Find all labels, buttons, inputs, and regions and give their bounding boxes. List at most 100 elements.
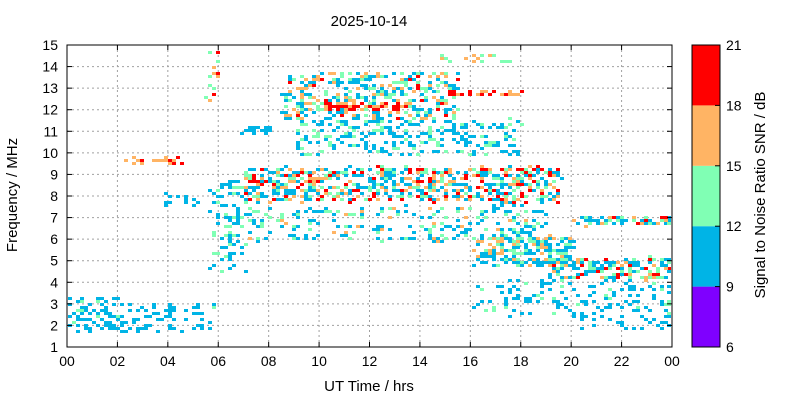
data-point <box>300 183 304 186</box>
data-point <box>420 180 424 183</box>
data-point <box>424 90 428 93</box>
data-point <box>644 222 648 225</box>
data-point <box>392 99 396 102</box>
data-point <box>496 285 500 288</box>
data-point <box>444 237 448 240</box>
data-point <box>508 168 512 171</box>
data-point <box>120 324 124 327</box>
data-point <box>420 120 424 123</box>
data-point <box>552 270 556 273</box>
data-point <box>280 111 284 114</box>
data-point <box>448 180 452 183</box>
data-point <box>624 258 628 261</box>
data-point <box>388 129 392 132</box>
data-point <box>572 219 576 222</box>
data-point <box>504 258 508 261</box>
data-point <box>432 180 436 183</box>
data-point <box>216 213 220 216</box>
data-point <box>652 258 656 261</box>
data-point <box>380 228 384 231</box>
data-point <box>448 183 452 186</box>
data-point <box>604 279 608 282</box>
data-point <box>116 327 120 330</box>
data-point <box>472 306 476 309</box>
data-point <box>380 75 384 78</box>
data-point <box>300 99 304 102</box>
data-point <box>364 75 368 78</box>
data-point <box>124 321 128 324</box>
data-point <box>344 183 348 186</box>
data-point <box>304 102 308 105</box>
data-point <box>484 141 488 144</box>
data-point <box>448 60 452 63</box>
data-point <box>624 219 628 222</box>
data-point <box>576 276 580 279</box>
data-point <box>644 318 648 321</box>
data-point <box>372 228 376 231</box>
data-point <box>667 303 671 306</box>
y-tick-label: 9 <box>50 166 58 182</box>
data-point <box>300 189 304 192</box>
y-tick-label: 1 <box>50 339 58 355</box>
data-point <box>356 186 360 189</box>
data-point <box>244 189 248 192</box>
data-point <box>216 222 220 225</box>
data-point <box>336 186 340 189</box>
data-point <box>304 108 308 111</box>
data-point <box>348 96 352 99</box>
data-point <box>380 207 384 210</box>
data-point <box>628 267 632 270</box>
data-point <box>667 219 671 222</box>
data-point <box>520 264 524 267</box>
data-point <box>544 240 548 243</box>
data-point <box>92 309 96 312</box>
data-point <box>664 276 668 279</box>
data-point <box>632 264 636 267</box>
data-point <box>388 228 392 231</box>
data-point <box>148 324 152 327</box>
data-point <box>540 282 544 285</box>
data-point <box>424 186 428 189</box>
data-point <box>512 258 516 261</box>
data-point <box>320 108 324 111</box>
data-point <box>120 303 124 306</box>
data-point <box>436 237 440 240</box>
data-point <box>144 309 148 312</box>
data-point <box>440 126 444 129</box>
data-point <box>348 237 352 240</box>
data-point <box>604 222 608 225</box>
data-point <box>496 126 500 129</box>
data-point <box>172 162 176 165</box>
data-point <box>484 189 488 192</box>
data-point <box>320 168 324 171</box>
data-point <box>376 228 380 231</box>
data-point <box>500 126 504 129</box>
data-point <box>164 201 168 204</box>
data-point <box>344 168 348 171</box>
data-point <box>552 297 556 300</box>
data-point <box>624 261 628 264</box>
data-point <box>632 300 636 303</box>
data-point <box>128 309 132 312</box>
data-point <box>244 192 248 195</box>
data-point <box>500 180 504 183</box>
data-point <box>420 171 424 174</box>
data-point <box>464 192 468 195</box>
data-point <box>508 249 512 252</box>
data-point <box>444 225 448 228</box>
data-point <box>308 177 312 180</box>
data-point <box>536 222 540 225</box>
data-point <box>536 210 540 213</box>
data-point <box>380 87 384 90</box>
data-point <box>292 225 296 228</box>
data-point <box>356 117 360 120</box>
data-point <box>332 198 336 201</box>
data-point <box>284 222 288 225</box>
data-point <box>516 177 520 180</box>
data-point <box>224 183 228 186</box>
data-point <box>404 111 408 114</box>
data-point <box>508 183 512 186</box>
data-point <box>252 222 256 225</box>
data-point <box>368 168 372 171</box>
